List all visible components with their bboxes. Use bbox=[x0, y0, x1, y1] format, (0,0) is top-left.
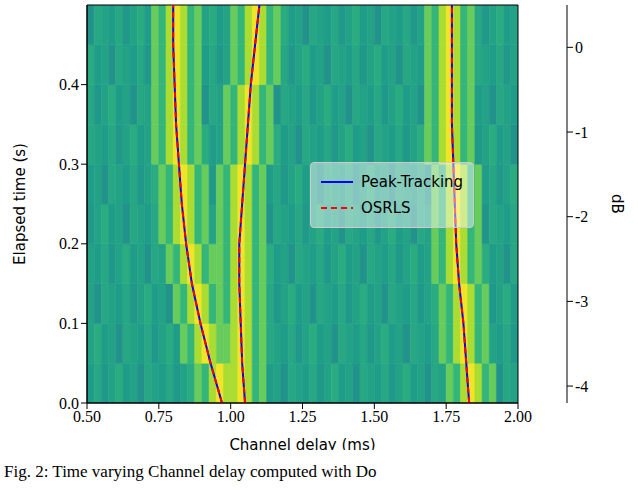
svg-text:-4: -4 bbox=[575, 378, 588, 395]
html-text:OSRLS: OSRLS bbox=[361, 199, 411, 217]
svg-text:Channel delay (ms): Channel delay (ms) bbox=[229, 436, 375, 450]
svg-text:1.25: 1.25 bbox=[289, 408, 317, 425]
svg-text:1.50: 1.50 bbox=[360, 408, 388, 425]
svg-text:2.00: 2.00 bbox=[504, 408, 532, 425]
svg-text:0.75: 0.75 bbox=[145, 408, 173, 425]
svg-text:-3: -3 bbox=[575, 293, 588, 310]
html-text:Peak-Tracking: Peak-Tracking bbox=[361, 173, 464, 191]
html-text:Fig. 2: Time varying Channel d: Fig. 2: Time varying Channel delay compu… bbox=[4, 462, 377, 481]
svg-text:0.50: 0.50 bbox=[73, 408, 101, 426]
svg-text:dB: dB bbox=[608, 194, 626, 214]
svg-text:Elapsed time (s): Elapsed time (s) bbox=[11, 143, 29, 265]
svg-text:0.2: 0.2 bbox=[59, 235, 79, 252]
svg-text:0: 0 bbox=[575, 39, 583, 56]
svg-text:-2: -2 bbox=[575, 208, 588, 225]
svg-text:-1: -1 bbox=[575, 124, 588, 141]
svg-text:0.1: 0.1 bbox=[59, 315, 79, 332]
svg-text:1.00: 1.00 bbox=[217, 408, 245, 425]
svg-text:1.75: 1.75 bbox=[432, 408, 460, 425]
svg-text:0.0: 0.0 bbox=[59, 395, 79, 412]
svg-text:0.4: 0.4 bbox=[59, 76, 79, 93]
svg-text:0.3: 0.3 bbox=[59, 156, 79, 173]
